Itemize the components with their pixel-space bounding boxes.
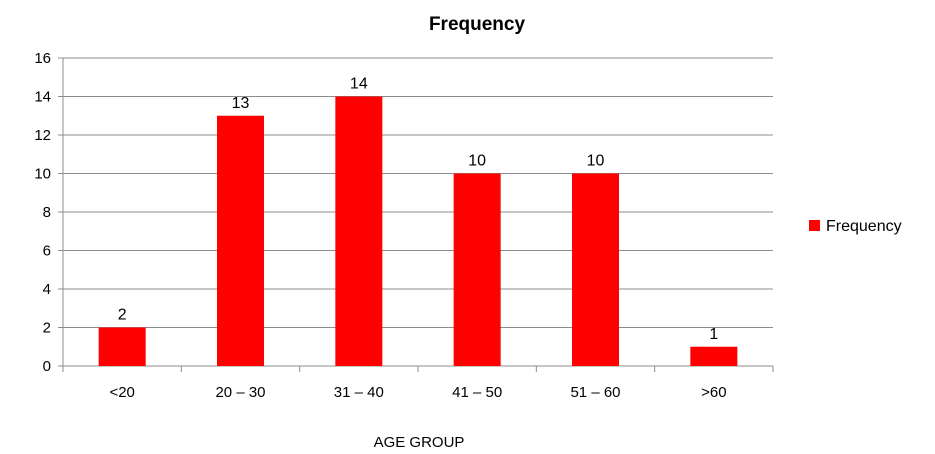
bars [98,96,738,366]
y-tick-label: 16 [34,50,51,67]
bar [690,346,738,366]
y-tick-label: 8 [43,204,51,221]
y-tick-label: 0 [43,358,51,375]
data-label: 1 [709,326,718,343]
chart-title: Frequency [429,14,526,35]
x-axis: <20 20 – 30 31 – 40 41 – 50 51 – 60 >60 [62,365,774,401]
y-tick-label: 14 [34,89,51,106]
legend-label: Frequency [826,218,902,235]
x-tick-label: 41 – 50 [452,384,502,401]
bar [98,327,146,366]
y-tick-label: 6 [43,243,51,260]
legend-swatch [809,220,820,231]
x-tick-label: 51 – 60 [570,384,620,401]
y-axis: 0 2 4 6 8 10 12 14 16 [34,50,64,375]
x-tick-label: >60 [701,384,726,401]
x-tick-label: 31 – 40 [334,384,384,401]
bar [335,96,383,366]
data-label: 14 [350,76,368,93]
x-axis-title: AGE GROUP [374,434,465,451]
bar [217,115,264,366]
bar [453,173,501,366]
y-tick-label: 2 [43,320,51,337]
gridlines [63,57,773,328]
x-tick-label: 20 – 30 [215,384,265,401]
data-label: 13 [232,95,250,112]
legend: Frequency [809,218,902,235]
bar [572,173,619,366]
data-label: 10 [468,153,486,170]
x-tick-label: <20 [109,384,134,401]
y-tick-label: 4 [43,281,51,298]
data-label: 2 [118,307,127,324]
data-labels: 2 13 14 10 10 1 [118,76,719,343]
data-label: 10 [587,153,605,170]
y-tick-label: 12 [34,127,51,144]
y-tick-label: 10 [34,166,51,183]
